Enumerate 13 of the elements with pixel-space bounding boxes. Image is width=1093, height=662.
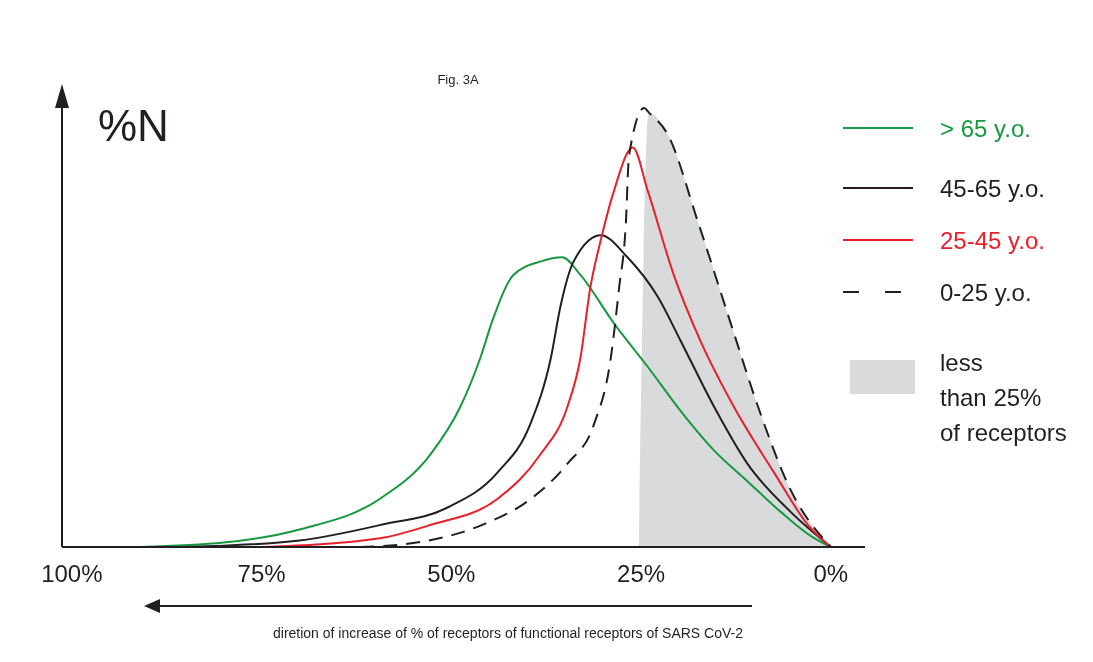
x-tick-label: 100% — [41, 560, 103, 587]
x-tick-label: 0% — [813, 560, 849, 587]
legend-label: > 65 y.o. — [940, 115, 1031, 142]
legend-label: 25-45 y.o. — [940, 227, 1045, 254]
legend-label: less than 25% of receptors — [940, 349, 1067, 446]
y-axis-title: %N — [98, 101, 169, 150]
x-axis-title: diretion of increase of % of receptors of functional receptors of SARS CoV-2 — [272, 625, 744, 641]
chart-title: Fig. 3A — [437, 72, 479, 87]
legend-label: 45-65 y.o. — [940, 175, 1045, 202]
x-tick-label: 50% — [427, 560, 476, 587]
legend-label: 0-25 y.o. — [940, 279, 1032, 306]
x-tick-label: 25% — [617, 560, 666, 587]
x-tick-label: 75% — [237, 560, 286, 587]
